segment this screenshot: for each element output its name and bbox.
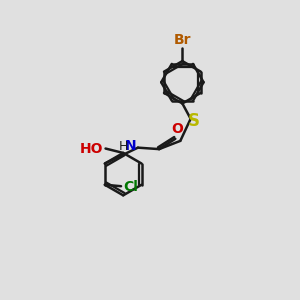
- Text: Br: Br: [174, 33, 191, 47]
- Text: H: H: [119, 140, 128, 153]
- Text: O: O: [171, 122, 183, 136]
- Text: S: S: [188, 112, 200, 130]
- Text: Cl: Cl: [123, 180, 138, 194]
- Text: N: N: [125, 139, 136, 153]
- Text: HO: HO: [80, 142, 103, 155]
